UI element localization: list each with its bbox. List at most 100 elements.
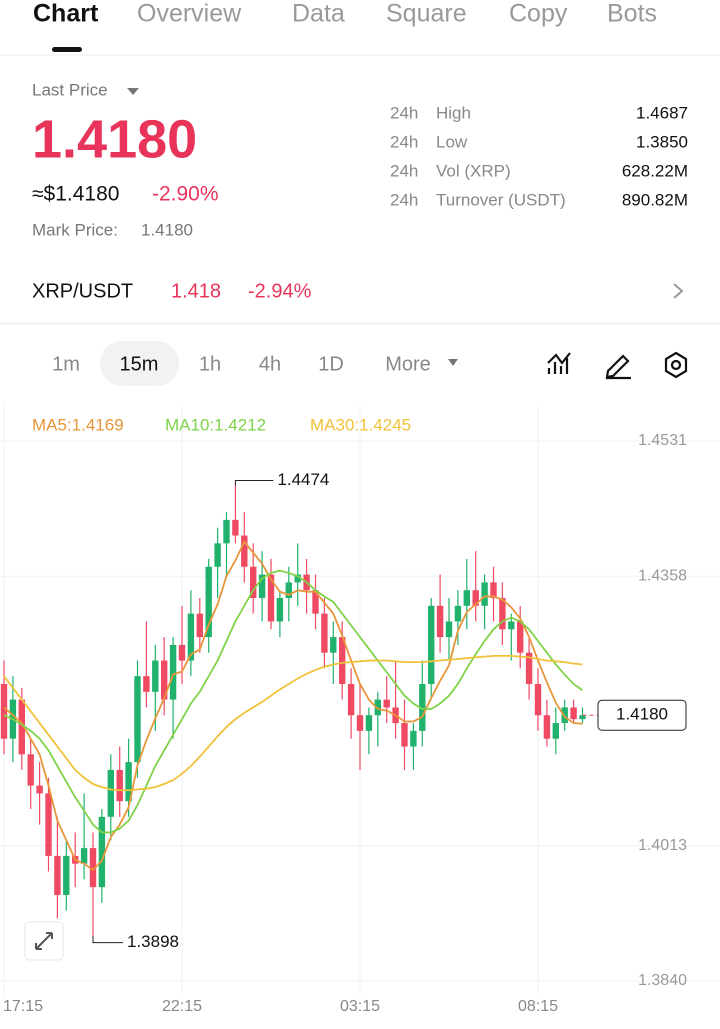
draw-icon[interactable]	[605, 354, 631, 380]
candle-body	[116, 769, 123, 802]
ma-line	[3, 654, 583, 792]
candle-body	[383, 699, 390, 708]
stat-value: 890.82M	[622, 190, 688, 209]
candle-body	[552, 723, 559, 739]
candle-body	[428, 605, 435, 684]
mark-price: 1.4180	[141, 220, 193, 239]
legend-entry: MA30:1.4245	[310, 415, 411, 434]
candle-body	[436, 605, 444, 638]
usd-price: ≈$1.4180	[32, 183, 119, 206]
stat-value: 1.3850	[636, 132, 688, 151]
candle-body	[285, 582, 292, 599]
interval[interactable]: 4h	[259, 353, 281, 375]
interval[interactable]: 1m	[52, 353, 80, 375]
tab[interactable]: Square	[386, 0, 467, 28]
pair-change: -2.94%	[248, 280, 312, 302]
candle-body	[98, 816, 106, 888]
legend-entry: MA5:1.4169	[32, 415, 124, 434]
candle-body	[152, 660, 159, 692]
last-price-label: Last Price	[32, 80, 108, 99]
candle-body	[0, 683, 8, 739]
candle-body	[27, 754, 34, 786]
candle-body	[276, 598, 284, 622]
chevron[interactable]	[673, 283, 684, 299]
low-marker	[92, 935, 123, 944]
y-tick-label: 1.4358	[638, 567, 687, 584]
candle-body	[579, 715, 586, 720]
dropdown-icon[interactable]	[448, 359, 458, 366]
stat-period: 24h	[390, 190, 418, 209]
candle-body	[570, 707, 577, 720]
candle-body	[232, 519, 239, 536]
interval-selected	[100, 341, 179, 386]
x-tick-label: 03:15	[340, 998, 380, 1015]
candle-body	[214, 543, 221, 567]
interval[interactable]: More	[385, 353, 431, 375]
candle-body	[45, 793, 52, 856]
tab-indicator	[52, 47, 82, 52]
candle-body	[356, 715, 364, 731]
interval[interactable]: 15m	[120, 353, 159, 375]
y-tick-label: 1.4013	[638, 837, 687, 854]
candle-body	[419, 683, 426, 731]
candle-body	[445, 621, 453, 638]
candle-body	[54, 855, 61, 895]
candle-body	[169, 644, 177, 700]
candle-body	[365, 715, 373, 731]
candle-body	[321, 613, 328, 653]
candle-body	[89, 848, 97, 888]
candle-body	[125, 762, 132, 802]
candle-body	[534, 683, 542, 716]
x-tick-label: 08:15	[518, 998, 558, 1015]
candle-body	[454, 605, 462, 622]
candle-body	[312, 590, 319, 614]
dropdown-icon[interactable]	[127, 88, 139, 95]
candle-body	[401, 723, 408, 747]
settings-icon[interactable]	[664, 351, 688, 379]
candle-body	[339, 637, 346, 684]
stat-label: Vol (XRP)	[436, 161, 511, 180]
tab[interactable]: Copy	[509, 0, 568, 28]
price-tag-label: 1.4180	[616, 705, 668, 724]
candle-body	[267, 574, 275, 622]
stat-label: High	[436, 103, 471, 122]
stat-label: Low	[436, 132, 468, 151]
candle-body	[374, 699, 381, 716]
tab[interactable]: Data	[292, 0, 345, 28]
candle-body	[410, 730, 417, 747]
pair-name[interactable]: XRP/USDT	[32, 280, 133, 302]
y-tick-label: 1.3840	[638, 972, 687, 989]
candle-body	[36, 785, 43, 794]
indicator-icon[interactable]	[547, 352, 571, 374]
y-tick-label: 1.4531	[638, 432, 687, 449]
price-tag-box	[597, 699, 687, 731]
candle-body	[508, 621, 515, 630]
candle-body	[258, 574, 266, 599]
tab[interactable]: Bots	[607, 0, 657, 28]
interval[interactable]: 1D	[318, 353, 344, 375]
expand-icon	[35, 932, 53, 950]
pair-price: 1.418	[171, 280, 221, 302]
candle-body	[18, 699, 25, 755]
candle-body	[517, 621, 524, 653]
candle-body	[161, 660, 168, 700]
mark-price-label: Mark Price:	[32, 220, 118, 239]
legend-entry: MA10:1.4212	[165, 415, 266, 434]
stat-label: Turnover (USDT)	[436, 190, 566, 209]
candle-body	[481, 582, 488, 606]
tab[interactable]: Overview	[137, 0, 242, 28]
high-marker	[234, 479, 274, 486]
stat-period: 24h	[390, 132, 418, 151]
tab[interactable]: Chart	[33, 0, 99, 28]
candle-body	[241, 535, 248, 567]
interval[interactable]: 1h	[199, 353, 221, 375]
candle-body	[205, 566, 212, 638]
x-tick-label: 17:15	[3, 998, 43, 1015]
candle-body	[525, 652, 533, 684]
stat-period: 24h	[390, 161, 418, 180]
x-tick-label: 22:15	[162, 998, 202, 1015]
candle-body	[134, 676, 141, 763]
ma-line	[3, 569, 584, 834]
candle-body	[107, 769, 114, 817]
